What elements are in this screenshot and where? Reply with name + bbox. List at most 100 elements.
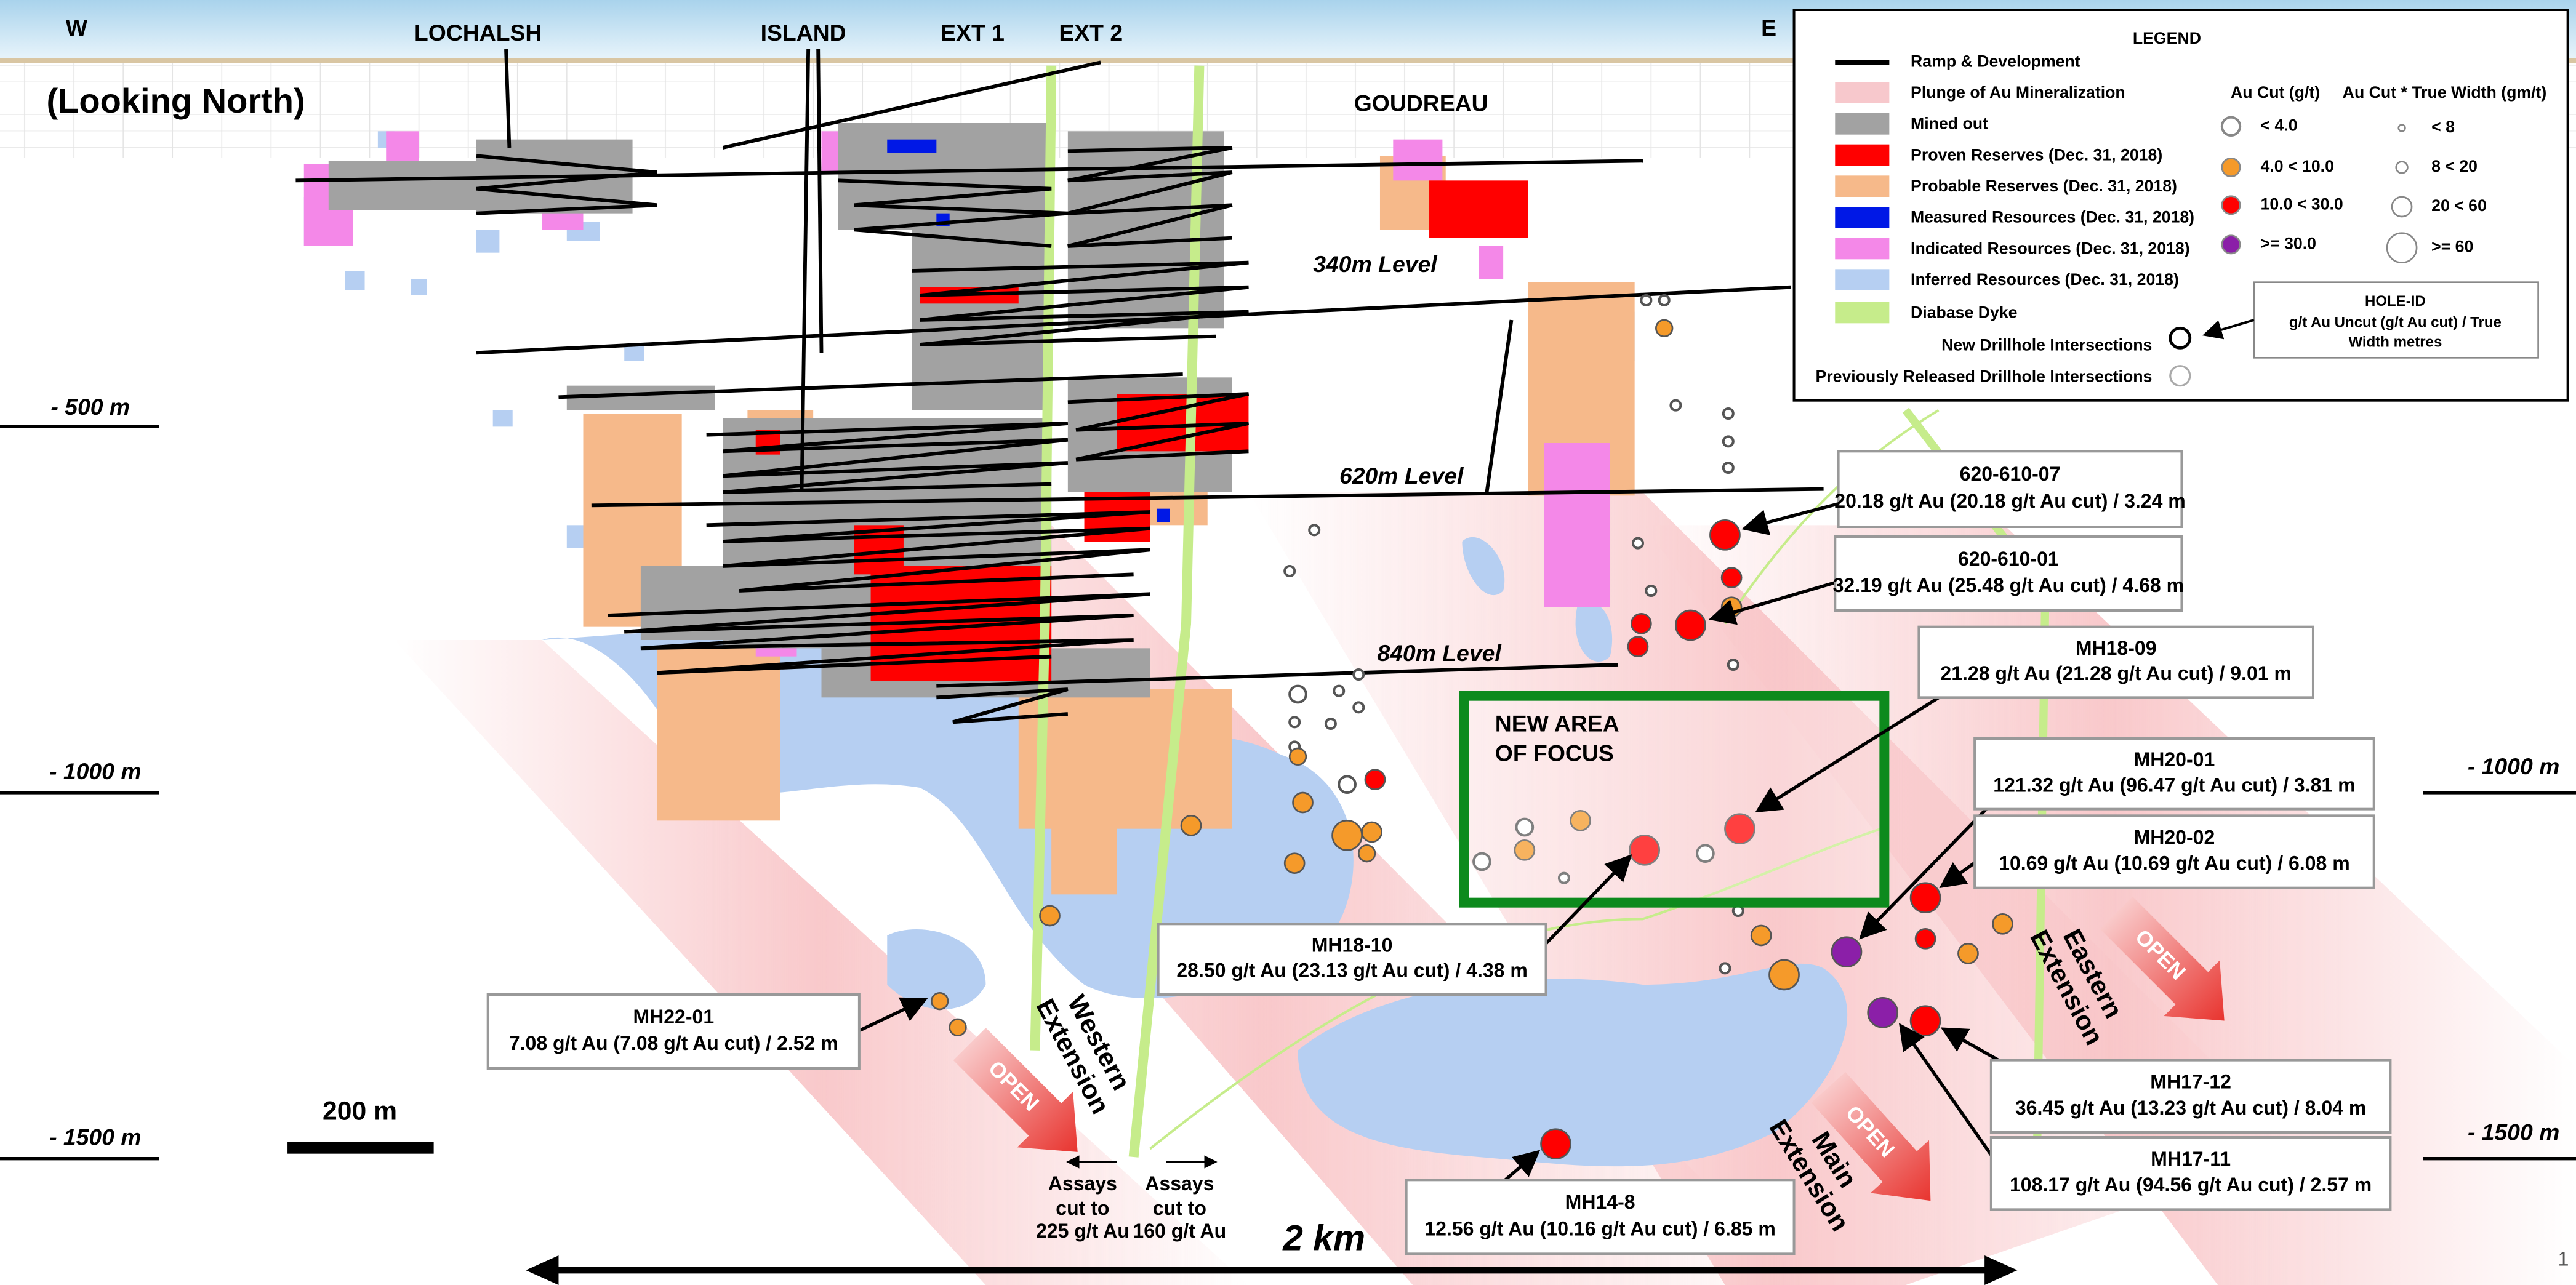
label: EXT 2 bbox=[1059, 20, 1123, 46]
label: Diabase Dyke bbox=[1911, 303, 2017, 321]
shape bbox=[1627, 636, 1649, 657]
shape bbox=[1338, 775, 1357, 794]
shape bbox=[2253, 281, 2539, 359]
callout-box bbox=[1989, 1059, 2392, 1134]
shape bbox=[816, 49, 824, 353]
callout-text: 21.28 g/t Au (21.28 g/t Au cut) / 9.01 m bbox=[1940, 662, 2291, 684]
shape bbox=[1018, 689, 1232, 829]
label: 1 bbox=[2558, 1247, 2569, 1270]
callout-box bbox=[1157, 923, 1547, 996]
callout-box bbox=[1989, 1135, 2392, 1211]
shape bbox=[1030, 65, 1057, 1051]
shape bbox=[1333, 684, 1346, 697]
shape bbox=[1039, 905, 1061, 927]
callout-id: MH17-11 bbox=[2151, 1148, 2231, 1170]
group bbox=[1364, 519, 1941, 1159]
callout-id: MH14-8 bbox=[1565, 1191, 1635, 1213]
shape bbox=[2202, 319, 2255, 340]
group bbox=[1283, 294, 1744, 975]
label: Au Cut (g/t) bbox=[2231, 83, 2320, 102]
group bbox=[1831, 936, 1899, 1028]
callout-box bbox=[1973, 737, 2375, 811]
shape bbox=[1472, 852, 1491, 871]
shape bbox=[1768, 959, 1800, 991]
shape bbox=[1393, 139, 1443, 181]
shape bbox=[1462, 537, 1505, 596]
callout-id: MH18-09 bbox=[2076, 637, 2157, 659]
shape bbox=[706, 422, 1069, 494]
shape bbox=[1067, 392, 1250, 462]
label: - 1000 m bbox=[2468, 753, 2559, 779]
callout-arrow bbox=[1755, 691, 1948, 813]
label: < 4.0 bbox=[2261, 116, 2298, 134]
group: 620-610-07 20.18 g/t Au (20.18 g/t Au cut… bbox=[486, 450, 2392, 1255]
group bbox=[295, 49, 1824, 724]
shape bbox=[1557, 871, 1570, 884]
label: Mined out bbox=[1911, 114, 1988, 133]
label: 10.0 < 30.0 bbox=[2261, 194, 2343, 213]
shape bbox=[936, 663, 1619, 688]
shape bbox=[1485, 319, 1514, 493]
shape bbox=[1357, 844, 1376, 863]
shape bbox=[476, 230, 500, 253]
label: ISLAND bbox=[761, 20, 846, 46]
label: - 1500 m bbox=[49, 1124, 141, 1150]
label: HOLE-ID bbox=[2365, 293, 2426, 310]
shape bbox=[657, 648, 780, 821]
callout-id: MH22-01 bbox=[633, 1006, 714, 1028]
label: Ramp & Development bbox=[1911, 52, 2080, 70]
callout-arrow bbox=[1741, 502, 1839, 535]
shape bbox=[1361, 821, 1382, 843]
shape bbox=[1331, 820, 1363, 851]
callout-id: 620-610-01 bbox=[1958, 548, 2059, 570]
callout-text: 20.18 g/t Au (20.18 g/t Au cut) / 3.24 m bbox=[1834, 490, 2185, 512]
shape bbox=[608, 592, 1150, 675]
callout-id: MH18-10 bbox=[1312, 934, 1393, 956]
shape bbox=[1655, 319, 1674, 337]
callout-arrow bbox=[1898, 1023, 1998, 1163]
shape bbox=[930, 991, 949, 1011]
shape bbox=[566, 385, 715, 410]
shape bbox=[1515, 817, 1535, 837]
callout-text: 121.32 g/t Au (96.47 g/t Au cut) / 3.81 … bbox=[1993, 774, 2355, 796]
label: W bbox=[66, 15, 88, 41]
open-arrow-shape bbox=[1811, 1071, 1931, 1201]
label: Assays bbox=[1048, 1172, 1117, 1195]
shape bbox=[1645, 585, 1658, 597]
callout-text: 36.45 g/t Au (13.23 g/t Au cut) / 8.04 m bbox=[2015, 1097, 2366, 1119]
legend: LEGEND Ramp & Development Plunge of Au M… bbox=[1792, 9, 2569, 402]
shape bbox=[1724, 813, 1755, 844]
shape bbox=[1479, 246, 1504, 279]
label: Probable Reserves (Dec. 31, 2018) bbox=[1911, 177, 2177, 195]
shape bbox=[476, 154, 657, 215]
shape bbox=[1658, 294, 1671, 306]
label: 225 g/t Au bbox=[1036, 1220, 1130, 1242]
shape bbox=[722, 60, 1101, 150]
shape bbox=[1720, 567, 1743, 588]
label: 200 m bbox=[323, 1096, 397, 1126]
shape bbox=[1675, 609, 1706, 641]
shape bbox=[1067, 146, 1233, 248]
label: 20 < 60 bbox=[2431, 196, 2487, 215]
callout-arrow bbox=[1708, 581, 1836, 625]
label: New Drillhole Intersections bbox=[1941, 336, 2152, 354]
shape bbox=[1909, 1005, 1941, 1036]
shape bbox=[2391, 196, 2413, 218]
shape bbox=[912, 260, 1249, 346]
shape bbox=[2397, 124, 2406, 132]
label: Au Cut * True Width (gm/t) bbox=[2343, 83, 2547, 102]
shape bbox=[1835, 144, 1890, 166]
shape bbox=[1992, 913, 2013, 935]
label: GOUDREAU bbox=[1354, 90, 1488, 116]
shape bbox=[1722, 407, 1735, 420]
label: 620m Level bbox=[1339, 463, 1464, 489]
shape bbox=[1719, 962, 1731, 975]
shape bbox=[838, 178, 1069, 248]
label: LOCHALSH bbox=[414, 20, 542, 46]
callout-box bbox=[1834, 535, 2183, 612]
label: Width metres bbox=[2348, 334, 2442, 351]
shape bbox=[2221, 195, 2241, 215]
shape bbox=[887, 139, 937, 153]
shape bbox=[1288, 716, 1301, 729]
label: - 500 m bbox=[50, 394, 130, 420]
